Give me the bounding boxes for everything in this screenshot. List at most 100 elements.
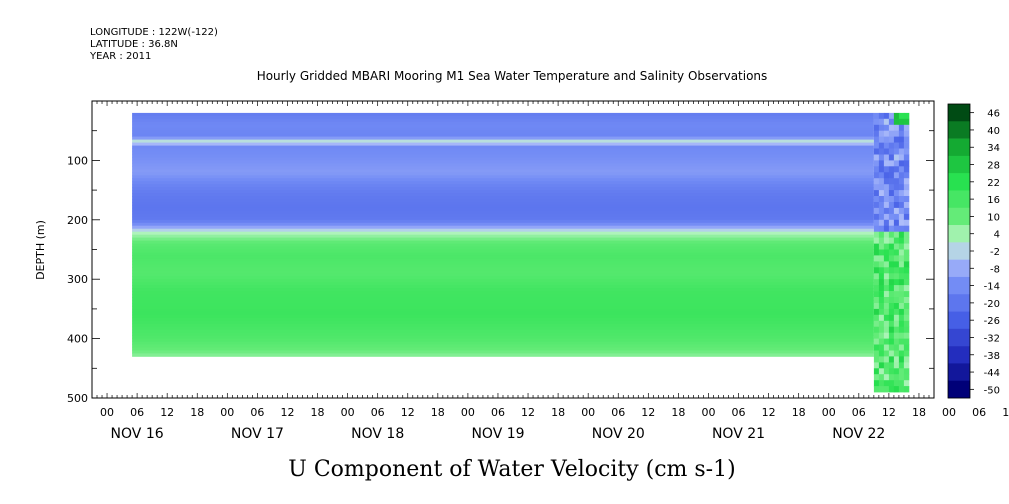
x-tick-label: 06 [972, 406, 986, 419]
x-tick-label: 18 [912, 406, 926, 419]
heatmap-cell [873, 190, 880, 197]
heatmap-cell [878, 225, 885, 232]
colorbar-swatch [948, 121, 970, 139]
heatmap-row [132, 112, 874, 117]
heatmap-cell [878, 160, 885, 167]
heatmap-cell [893, 148, 900, 155]
y-tick-label: 300 [67, 273, 88, 286]
heatmap-row [132, 270, 874, 274]
heatmap-cell [903, 219, 910, 227]
heatmap-cell [893, 326, 900, 333]
x-tick-label: 12 [641, 406, 655, 419]
heatmap-cell [883, 184, 890, 191]
heatmap-cell [903, 225, 910, 232]
x-tick-label: 18 [311, 406, 325, 419]
heatmap-cell [903, 207, 910, 215]
heatmap-row [132, 332, 874, 337]
heatmap-row [132, 130, 874, 135]
heatmap-cell [873, 356, 880, 363]
colorbar-swatch [948, 294, 970, 312]
heatmap-cell [878, 332, 885, 339]
heatmap-cell [903, 148, 910, 155]
heatmap-cell [888, 314, 895, 322]
heatmap-cell [873, 130, 880, 137]
x-tick-label: 18 [551, 406, 565, 419]
heatmap-cell [893, 303, 900, 310]
heatmap-cell [903, 314, 910, 322]
heatmap-cell [888, 362, 895, 369]
axes: 00 06 12 18 00 06 12 18 00 06 12 18 00 06 12 18 00 06 12 18… [67, 100, 1009, 442]
heatmap-cell [873, 172, 880, 179]
heatmap-row [132, 308, 874, 313]
heatmap-cell [878, 184, 885, 191]
heatmap-cell [893, 142, 900, 149]
heatmap-cell [878, 386, 885, 393]
heatmap-cell [883, 291, 890, 298]
heatmap-cell [898, 308, 905, 316]
heatmap-cell [888, 190, 895, 197]
colorbar-swatch [948, 328, 970, 347]
heatmap-row [132, 297, 874, 301]
heatmap-cell [898, 213, 905, 221]
heatmap-cell [903, 172, 910, 179]
heatmap-row [132, 193, 874, 197]
colorbar-label: -44 [984, 368, 1000, 379]
heatmap-cell [873, 178, 880, 185]
x-tick-label: 00 [220, 406, 234, 419]
heatmap-row [132, 145, 874, 149]
heatmap-cell [903, 350, 910, 357]
x-tick-label: 18 [671, 406, 685, 419]
heatmap-cell [873, 124, 880, 132]
heatmap-cell [878, 308, 885, 316]
heatmap-cell [873, 291, 880, 298]
heatmap-cell [873, 148, 880, 155]
heatmap-cell [888, 154, 895, 161]
heatmap-cell [898, 386, 905, 393]
heatmap-cell [903, 160, 910, 167]
heatmap-cell [898, 374, 905, 381]
heatmap-cell [898, 112, 905, 120]
colorbar-label: -20 [984, 299, 1000, 310]
heatmap-cell [893, 112, 900, 120]
heatmap-cell [878, 207, 885, 215]
heatmap-cell [888, 326, 895, 333]
heatmap-cell [883, 380, 890, 387]
heatmap-row [132, 136, 874, 140]
heatmap-cell [898, 344, 905, 351]
heatmap-row [132, 320, 874, 325]
heatmap-row [132, 273, 874, 277]
heatmap-cell [898, 326, 905, 333]
heatmap-cell [873, 237, 880, 244]
heatmap-cell [878, 196, 885, 203]
heatmap-cell [873, 202, 880, 209]
heatmap-row [132, 204, 874, 209]
heatmap-cell [873, 297, 880, 304]
heatmap-cell [903, 243, 910, 250]
heatmap-row [132, 243, 874, 247]
heatmap-cell [893, 291, 900, 298]
heatmap-cell [903, 184, 910, 191]
heatmap-cell [893, 267, 900, 274]
heatmap-cell [898, 118, 905, 126]
heatmap-cell [893, 279, 900, 286]
heatmap-cell [903, 112, 910, 120]
colorbar-label: -32 [984, 333, 1000, 344]
x-tick-label: 06 [611, 406, 625, 419]
heatmap-cell [903, 178, 910, 185]
heatmap-cell [878, 190, 885, 197]
heatmap-cell [888, 118, 895, 126]
x-tick-label: 00 [100, 406, 114, 419]
colorbar-frame [947, 103, 971, 399]
heatmap-cell [883, 344, 890, 351]
x-day-label: NOV 22 [832, 426, 885, 442]
heatmap-cell [873, 219, 880, 227]
heatmap-cell [883, 267, 890, 274]
x-tick-label: 18 [190, 406, 204, 419]
heatmap-cell [878, 142, 885, 149]
heatmap-cell [873, 338, 880, 345]
heatmap-row [132, 199, 874, 203]
heatmap-row [132, 228, 874, 233]
heatmap-row [132, 252, 874, 256]
heatmap-cell [903, 320, 910, 328]
heatmap-cell [898, 172, 905, 179]
